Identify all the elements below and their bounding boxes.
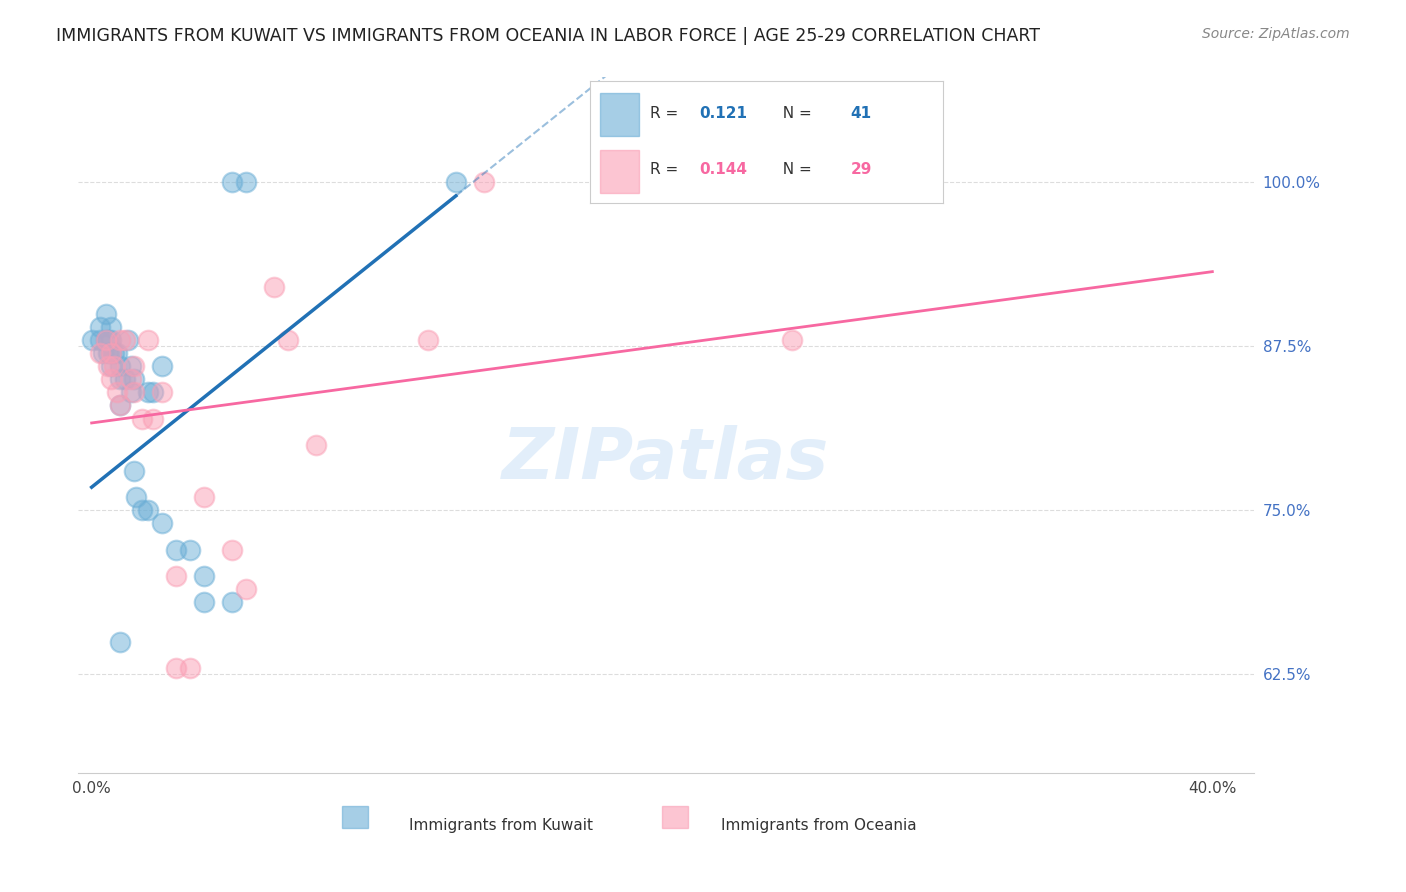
- Point: [277, 333, 299, 347]
- Point: [136, 503, 159, 517]
- Point: [193, 595, 215, 609]
- Point: [122, 359, 145, 373]
- Point: [105, 385, 128, 400]
- Point: [108, 399, 131, 413]
- Text: Source: ZipAtlas.com: Source: ZipAtlas.com: [1202, 27, 1350, 41]
- Point: [235, 582, 257, 596]
- Point: [120, 385, 142, 400]
- Text: Immigrants from Oceania: Immigrants from Oceania: [721, 818, 917, 833]
- Point: [221, 595, 243, 609]
- Point: [472, 175, 495, 189]
- Point: [142, 385, 165, 400]
- Point: [108, 372, 131, 386]
- Point: [122, 385, 145, 400]
- Point: [131, 411, 153, 425]
- Point: [136, 333, 159, 347]
- Point: [193, 569, 215, 583]
- Point: [780, 333, 803, 347]
- Point: [179, 542, 201, 557]
- Point: [100, 346, 122, 360]
- Point: [416, 333, 439, 347]
- Point: [108, 634, 131, 648]
- Point: [221, 542, 243, 557]
- Point: [103, 346, 125, 360]
- FancyBboxPatch shape: [343, 806, 368, 829]
- Point: [100, 333, 122, 347]
- Point: [122, 464, 145, 478]
- Point: [193, 490, 215, 504]
- Point: [89, 346, 111, 360]
- Point: [100, 346, 122, 360]
- Point: [89, 333, 111, 347]
- Point: [150, 516, 173, 531]
- Point: [165, 661, 187, 675]
- Point: [108, 359, 131, 373]
- Point: [179, 661, 201, 675]
- Point: [150, 385, 173, 400]
- Point: [100, 359, 122, 373]
- Point: [122, 372, 145, 386]
- Point: [91, 346, 114, 360]
- Point: [80, 333, 103, 347]
- Point: [444, 175, 467, 189]
- Point: [108, 399, 131, 413]
- Point: [120, 372, 142, 386]
- FancyBboxPatch shape: [662, 806, 689, 829]
- Point: [117, 333, 139, 347]
- Point: [165, 542, 187, 557]
- Point: [94, 333, 117, 347]
- Point: [97, 346, 120, 360]
- Point: [235, 175, 257, 189]
- Point: [125, 490, 148, 504]
- Point: [165, 569, 187, 583]
- Point: [136, 385, 159, 400]
- Point: [103, 359, 125, 373]
- Point: [94, 307, 117, 321]
- Point: [97, 333, 120, 347]
- Point: [97, 359, 120, 373]
- Point: [100, 372, 122, 386]
- Point: [131, 503, 153, 517]
- Point: [142, 411, 165, 425]
- Point: [114, 372, 136, 386]
- Text: ZIPatlas: ZIPatlas: [502, 425, 830, 494]
- Point: [150, 359, 173, 373]
- Point: [94, 333, 117, 347]
- Point: [263, 280, 285, 294]
- Point: [89, 319, 111, 334]
- Text: IMMIGRANTS FROM KUWAIT VS IMMIGRANTS FROM OCEANIA IN LABOR FORCE | AGE 25-29 COR: IMMIGRANTS FROM KUWAIT VS IMMIGRANTS FRO…: [56, 27, 1040, 45]
- Point: [120, 359, 142, 373]
- Text: Immigrants from Kuwait: Immigrants from Kuwait: [409, 818, 593, 833]
- Point: [114, 333, 136, 347]
- Point: [105, 346, 128, 360]
- Point: [100, 319, 122, 334]
- Point: [305, 438, 328, 452]
- Point: [108, 333, 131, 347]
- Point: [221, 175, 243, 189]
